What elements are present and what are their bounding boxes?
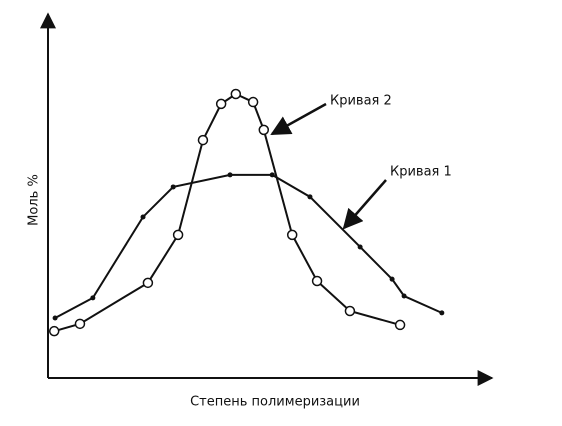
data-point xyxy=(140,214,146,220)
data-point xyxy=(48,325,60,337)
data-point xyxy=(394,319,406,331)
data-point xyxy=(258,124,270,136)
data-point xyxy=(247,96,259,108)
data-point xyxy=(401,293,407,299)
annotation: Кривая 2 xyxy=(330,94,392,109)
data-point xyxy=(344,305,356,317)
data-point xyxy=(307,194,313,200)
data-point xyxy=(215,98,227,110)
data-point xyxy=(311,275,323,287)
data-point xyxy=(439,310,445,316)
data-point xyxy=(227,172,233,178)
data-point xyxy=(357,244,363,250)
data-point xyxy=(269,172,275,178)
data-point xyxy=(52,315,58,321)
annotation-arrow xyxy=(270,102,327,136)
series-line xyxy=(54,173,443,319)
data-point xyxy=(90,295,96,301)
series-line xyxy=(53,92,401,333)
data-point xyxy=(230,88,242,100)
data-point xyxy=(172,229,184,241)
data-point xyxy=(170,184,176,190)
annotation-arrow xyxy=(342,179,387,230)
data-point xyxy=(389,276,395,282)
data-point xyxy=(197,134,209,146)
data-point xyxy=(142,277,154,289)
x-axis-label: Степень полимеризации xyxy=(190,395,360,410)
data-point xyxy=(74,318,86,330)
data-point xyxy=(286,229,298,241)
annotation: Кривая 1 xyxy=(390,165,452,180)
y-axis-label: Моль % xyxy=(27,174,42,226)
